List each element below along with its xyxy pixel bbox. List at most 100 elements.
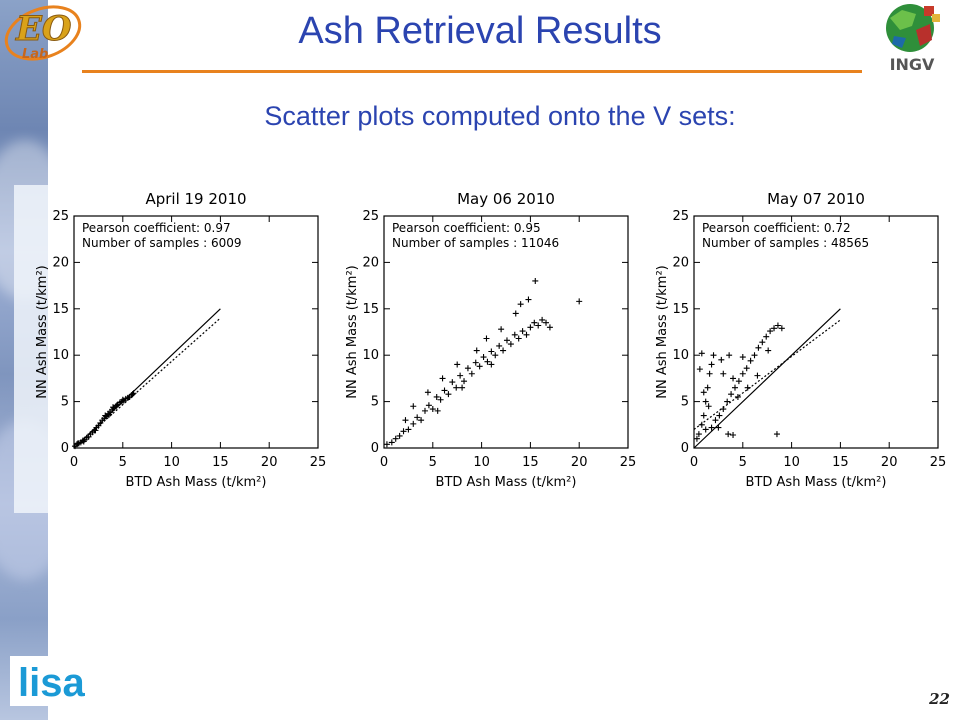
y-tick-label: 15 [52,302,69,317]
data-point [773,431,780,438]
data-point [535,322,542,329]
data-point [434,407,441,414]
data-point [503,337,510,344]
chart-title: April 19 2010 [145,190,246,208]
data-point [771,325,778,332]
data-point [457,372,464,379]
x-tick-label: 5 [739,455,747,470]
scatter-plot-2: May 06 2010 0 5 10 15 20 25 0 5 10 15 20 25 BTD Ash M… [338,186,638,508]
x-axis-label: BTD Ash Mass (t/km²) [436,475,577,490]
x-tick-label: 15 [832,455,849,470]
data-point [519,328,526,335]
data-point [525,296,532,303]
data-point [702,398,709,405]
data-point [515,335,522,342]
data-point [454,361,461,368]
data-point [763,333,770,340]
x-tick-label: 25 [930,455,947,470]
x-tick-label: 20 [571,455,588,470]
data-point [730,375,737,382]
data-point [755,344,762,351]
data-point [468,370,475,377]
data-point [80,438,87,445]
data-point [698,421,705,428]
data-point [429,406,436,413]
y-tick-label: 25 [52,209,69,224]
annotation-text: Pearson coefficient: 0.95 [392,221,541,235]
y-axis-label: NN Ash Mass (t/km²) [655,265,670,399]
data-point [110,404,117,411]
data-point [130,390,137,397]
data-point [720,370,727,377]
data-point [728,391,735,398]
data-point [129,391,136,398]
data-point [459,384,466,391]
data-point [511,331,518,338]
data-point [500,347,507,354]
data-point [705,403,712,410]
data-point [396,432,403,439]
y-tick-label: 5 [371,395,379,410]
y-tick-label: 5 [61,395,69,410]
data-point [507,341,514,348]
data-point [461,378,468,385]
data-point [418,417,425,424]
data-point [517,301,524,308]
data-point [512,310,519,317]
data-point [698,350,705,357]
data-point [576,298,583,305]
annotation-text: Pearson coefficient: 0.97 [82,221,231,235]
data-point [425,402,432,409]
data-point [726,352,733,359]
data-point [695,431,702,438]
data-point [449,379,456,386]
annotation-text: Pearson coefficient: 0.72 [702,221,851,235]
y-axis-label: NN Ash Mass (t/km²) [345,265,360,399]
data-point [702,426,709,433]
data-point [496,342,503,349]
data-point [383,441,390,448]
data-point [696,366,703,373]
y-tick-label: 5 [681,395,689,410]
x-tick-label: 0 [380,455,388,470]
data-point [402,417,409,424]
data-point [735,378,742,385]
data-point [410,403,417,410]
page-number: 22 [929,690,950,708]
lisa-label: lisa [18,661,85,705]
y-tick-label: 20 [362,255,379,270]
slide-subtitle: Scatter plots computed onto the V sets: [264,101,736,131]
y-tick-label: 25 [672,209,689,224]
annotation-text: Number of samples : 6009 [82,236,242,250]
data-point [453,384,460,391]
x-tick-label: 0 [70,455,78,470]
data-point [720,406,727,413]
data-point [744,384,751,391]
data-point [704,384,711,391]
data-point [708,424,715,431]
plot-frame [383,215,629,449]
y-tick-label: 0 [681,441,689,456]
y-tick-label: 15 [362,302,379,317]
data-point [421,407,428,414]
data-point [410,420,417,427]
title-divider [82,70,862,73]
data-point [706,370,713,377]
data-point [730,432,737,439]
y-tick-label: 20 [672,255,689,270]
data-point [492,352,499,359]
x-axis-label: BTD Ash Mass (t/km²) [126,475,267,490]
data-point [523,331,530,338]
scatter-plot-1: April 19 2010 0 5 10 15 20 25 0 5 10 15 20 25 BTD Ash… [28,186,328,508]
svg-text:EO: EO [15,9,72,49]
x-tick-label: 5 [119,455,127,470]
chart-title: May 06 2010 [457,190,555,208]
data-point [700,389,707,396]
data-point [731,384,738,391]
data-point [767,328,774,335]
data-point [700,412,707,419]
data-point [718,356,725,363]
data-point [483,335,490,342]
data-point [106,411,113,418]
data-point [712,417,719,424]
